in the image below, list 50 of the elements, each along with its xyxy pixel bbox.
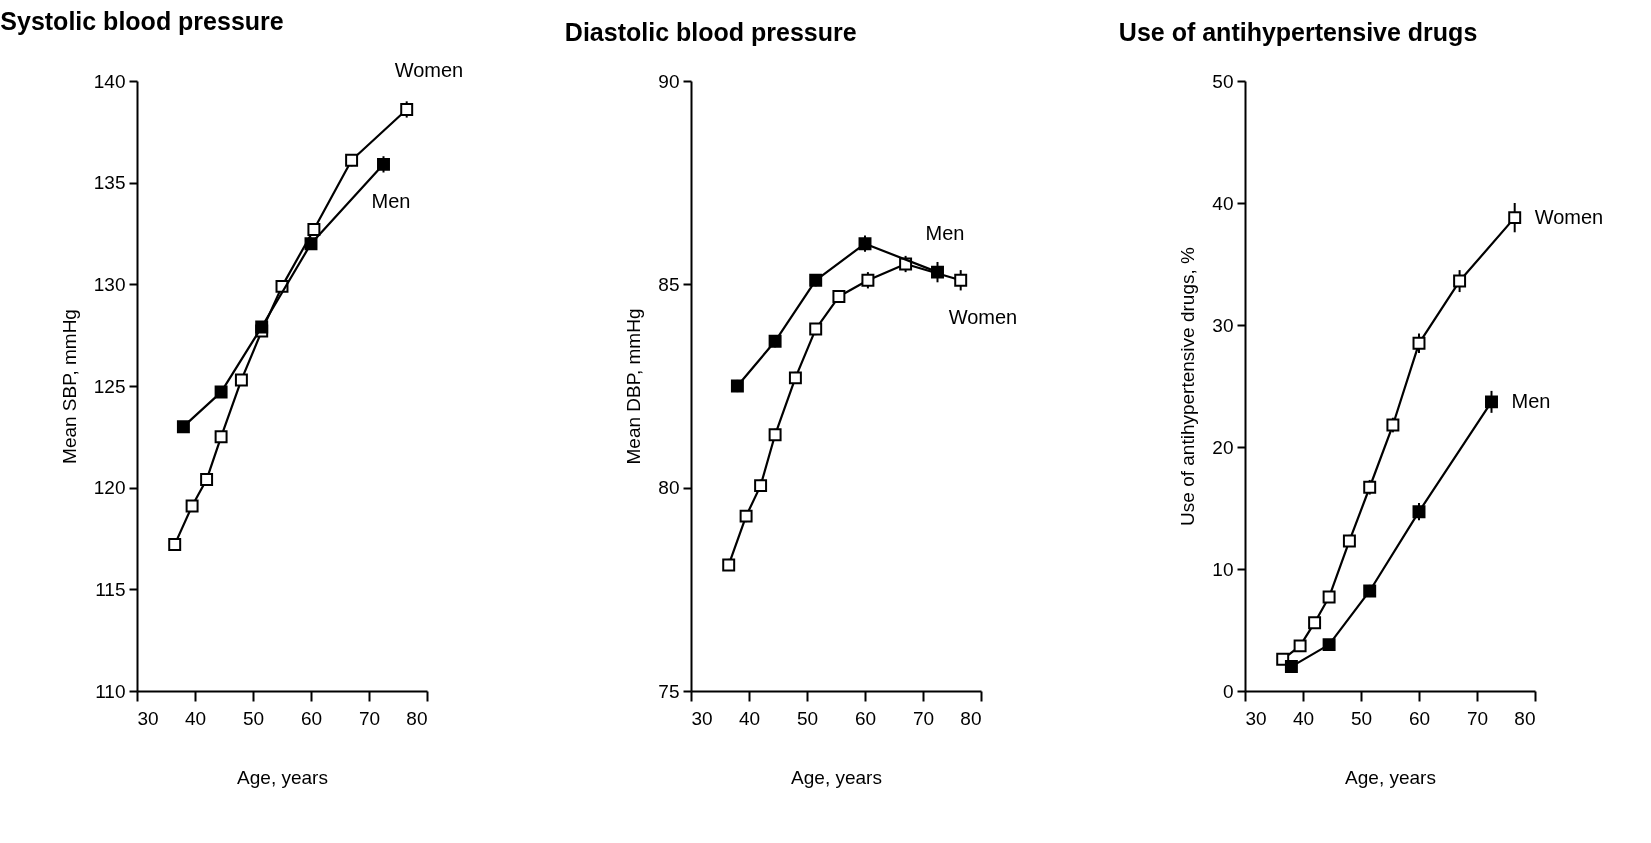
- x-axis-title: Age, years: [1345, 766, 1436, 788]
- x-tick-label: 40: [738, 707, 761, 729]
- y-tick-label: 90: [658, 70, 680, 92]
- y-tick-label: 75: [658, 680, 680, 702]
- x-tick-label: 60: [854, 707, 877, 729]
- y-tick-label: 50: [1212, 70, 1234, 92]
- y-tick-label: 130: [93, 273, 126, 295]
- chart-title: Use of antihypertensive drugs: [1118, 18, 1478, 46]
- y-axis-title: Use of antihypertensive drugs, %: [1177, 246, 1199, 526]
- y-tick-label: 115: [95, 578, 126, 600]
- x-tick-label: 50: [1350, 707, 1373, 729]
- series-label: Men: [1511, 389, 1551, 412]
- y-tick-label: 0: [1222, 680, 1234, 702]
- series-label: Men: [925, 222, 965, 245]
- x-tick-label: 60: [1408, 707, 1431, 729]
- series-label: Women: [948, 306, 1018, 329]
- y-tick-label: 120: [93, 477, 126, 499]
- x-tick-label: 70: [912, 707, 935, 729]
- x-tick-label: 80: [960, 707, 982, 729]
- x-tick-label: 60: [300, 707, 323, 729]
- y-tick-label: 135: [93, 172, 126, 194]
- x-axis-title: Age, years: [237, 766, 328, 788]
- y-tick-label: 20: [1212, 436, 1234, 458]
- x-tick-label: 80: [1514, 707, 1536, 729]
- x-tick-label: 70: [358, 707, 381, 729]
- y-tick-label: 10: [1212, 558, 1234, 580]
- series-label: Women: [1534, 205, 1604, 228]
- x-tick-label: 50: [242, 707, 265, 729]
- y-tick-label: 40: [1212, 192, 1234, 214]
- x-tick-label: 30: [1245, 707, 1267, 729]
- y-tick-label: 80: [658, 477, 680, 499]
- x-tick-label: 30: [691, 707, 713, 729]
- chart-title: Diastolic blood pressure: [564, 18, 857, 46]
- y-tick-label: 30: [1212, 314, 1234, 336]
- y-tick-label: 85: [658, 273, 680, 295]
- x-tick-label: 80: [406, 707, 428, 729]
- chart-title: Systolic blood pressure: [0, 7, 284, 36]
- y-axis-title: Mean DBP, mmHg: [623, 308, 645, 465]
- x-tick-label: 50: [796, 707, 819, 729]
- series-label: Men: [371, 190, 411, 213]
- x-tick-label: 40: [1292, 707, 1315, 729]
- y-tick-label: 110: [95, 680, 126, 702]
- y-axis-title: Mean SBP, mmHg: [58, 309, 80, 464]
- x-tick-label: 30: [137, 707, 159, 729]
- x-axis-title: Age, years: [791, 766, 882, 788]
- x-tick-label: 70: [1466, 707, 1489, 729]
- series-label: Women: [394, 59, 464, 82]
- y-tick-label: 125: [93, 375, 126, 397]
- x-tick-label: 40: [184, 707, 207, 729]
- y-tick-label: 140: [93, 70, 126, 92]
